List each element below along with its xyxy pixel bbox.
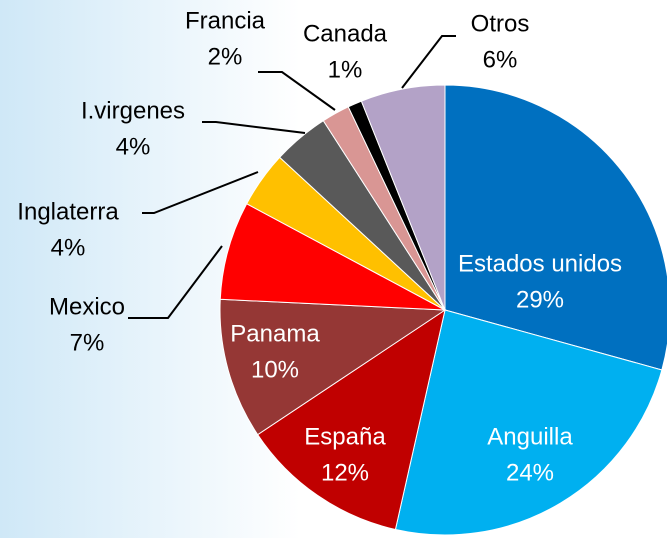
slice-label: España xyxy=(304,423,386,450)
pie-slice xyxy=(444,84,667,371)
slice-label: Anguilla xyxy=(487,423,573,450)
slice-label: Mexico xyxy=(49,293,125,320)
slice-label: I.virgenes xyxy=(81,97,185,124)
slice-value-label: 12% xyxy=(321,459,369,486)
leader-line xyxy=(401,35,456,89)
leader-line xyxy=(128,245,223,319)
slice-label: Panama xyxy=(230,320,320,347)
pie-slice xyxy=(256,308,446,531)
slice-value-label: 24% xyxy=(506,459,554,486)
slice-value-label: 4% xyxy=(51,234,86,261)
pie-slice xyxy=(219,298,447,436)
leader-line xyxy=(142,171,259,214)
slice-value-label: 6% xyxy=(483,46,518,73)
slice-label: Estados unidos xyxy=(458,250,622,277)
pie-slice xyxy=(360,84,446,311)
slice-value-label: 29% xyxy=(516,286,564,313)
leader-line xyxy=(202,121,306,134)
slice-label: Inglaterra xyxy=(17,198,119,225)
slice-label: Francia xyxy=(185,7,266,34)
slice-value-label: 10% xyxy=(251,356,299,383)
slice-value-label: 4% xyxy=(116,133,151,160)
leader-line xyxy=(258,71,336,111)
slice-value-label: 1% xyxy=(328,56,363,83)
slice-label: Otros xyxy=(471,10,530,37)
pie-slice xyxy=(394,309,663,536)
slice-value-label: 2% xyxy=(208,43,243,70)
slice-label: Canada xyxy=(303,20,388,47)
slice-value-label: 7% xyxy=(70,329,105,356)
